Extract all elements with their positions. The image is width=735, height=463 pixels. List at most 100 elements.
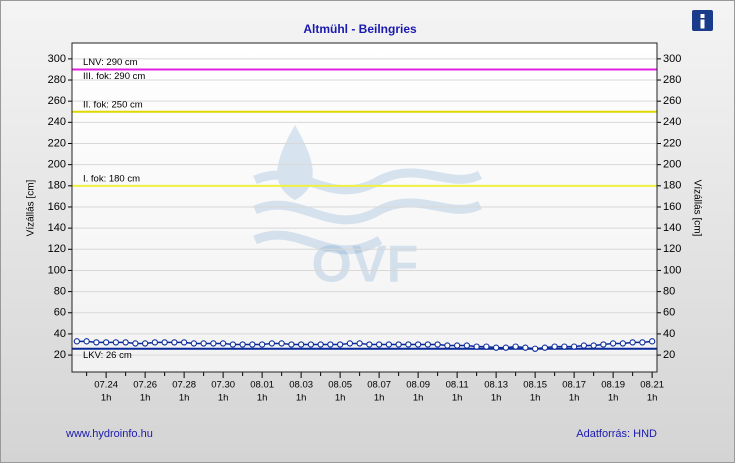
y-tick-label: 240 bbox=[48, 116, 66, 128]
y2-tick-label: 220 bbox=[663, 137, 681, 149]
data-point bbox=[502, 344, 510, 351]
x-tick-label: 08.21 bbox=[640, 380, 664, 391]
x-tick-sublabel: 1h bbox=[374, 393, 385, 404]
x-tick-label: 08.07 bbox=[367, 380, 391, 391]
data-point bbox=[414, 341, 422, 348]
data-point bbox=[327, 341, 334, 348]
y2-tick-label: 100 bbox=[663, 264, 681, 276]
data-point bbox=[395, 341, 402, 348]
x-tick-label: 08.03 bbox=[289, 380, 313, 391]
x-tick-sublabel: 1h bbox=[218, 393, 229, 404]
y-tick-label: 20 bbox=[54, 349, 66, 361]
y-tick-label: 140 bbox=[48, 222, 66, 234]
y2-tick-label: 180 bbox=[663, 180, 681, 192]
x-tick-sublabel: 1h bbox=[140, 393, 151, 404]
data-point bbox=[132, 340, 139, 347]
y-tick-label: 300 bbox=[48, 53, 66, 65]
x-tick-sublabel: 1h bbox=[257, 393, 268, 404]
data-point bbox=[375, 341, 383, 348]
x-tick-sublabel: 1h bbox=[569, 393, 580, 404]
y2-tick-label: 40 bbox=[663, 328, 675, 340]
data-point bbox=[463, 342, 471, 349]
data-point bbox=[629, 339, 636, 346]
x-tick-label: 08.19 bbox=[601, 380, 625, 391]
y-tick-label: 220 bbox=[48, 137, 66, 149]
y2-tick-label: 60 bbox=[663, 307, 675, 319]
data-point bbox=[473, 343, 480, 350]
data-point bbox=[102, 339, 110, 346]
y2-tick-label: 200 bbox=[663, 159, 681, 171]
reference-label: III. fok: 290 cm bbox=[83, 71, 145, 82]
x-tick-sublabel: 1h bbox=[452, 393, 463, 404]
x-tick-label: 08.05 bbox=[328, 380, 352, 391]
info-icon[interactable] bbox=[692, 10, 713, 31]
data-point bbox=[161, 339, 168, 346]
data-point bbox=[580, 342, 588, 349]
data-point bbox=[278, 340, 285, 347]
y-tick-label: 200 bbox=[48, 159, 66, 171]
data-point bbox=[453, 342, 461, 349]
data-point bbox=[366, 341, 373, 348]
y2-tick-label: 160 bbox=[663, 201, 681, 213]
data-point bbox=[268, 340, 276, 347]
x-tick-label: 08.11 bbox=[446, 380, 469, 391]
data-point bbox=[112, 339, 120, 346]
x-tick-label: 08.17 bbox=[562, 380, 586, 391]
x-tick-label: 08.15 bbox=[523, 380, 547, 391]
x-tick-sublabel: 1h bbox=[647, 393, 658, 404]
x-tick-sublabel: 1h bbox=[296, 393, 307, 404]
y2-tick-label: 80 bbox=[663, 286, 675, 298]
y-tick-label: 80 bbox=[54, 286, 66, 298]
data-point bbox=[288, 341, 295, 348]
data-point bbox=[249, 341, 256, 348]
data-point bbox=[200, 340, 207, 347]
reference-label: LKV: 26 cm bbox=[83, 350, 132, 361]
chart-title: Altmühl - Beilngries bbox=[303, 22, 417, 36]
y2-tick-label: 300 bbox=[663, 53, 681, 65]
data-point bbox=[619, 340, 627, 347]
data-point bbox=[570, 343, 578, 350]
data-point bbox=[444, 342, 451, 349]
plot-frame bbox=[71, 42, 658, 373]
x-tick-sublabel: 1h bbox=[608, 393, 619, 404]
data-point bbox=[590, 342, 597, 349]
data-point bbox=[258, 341, 266, 348]
data-point bbox=[73, 338, 81, 345]
footer-link[interactable]: www.hydroinfo.hu bbox=[65, 428, 153, 440]
data-point bbox=[239, 341, 246, 348]
x-tick-sublabel: 1h bbox=[335, 393, 346, 404]
data-point bbox=[336, 341, 344, 348]
y-tick-label: 60 bbox=[54, 307, 66, 319]
data-point bbox=[190, 340, 198, 347]
reference-label: II. fok: 250 cm bbox=[83, 99, 143, 110]
data-point bbox=[609, 340, 617, 347]
data-point bbox=[83, 338, 90, 345]
data-point bbox=[385, 341, 393, 348]
data-point bbox=[171, 339, 178, 346]
y-tick-label: 120 bbox=[48, 243, 66, 255]
data-point bbox=[210, 340, 217, 347]
data-point bbox=[122, 339, 129, 346]
plot-area bbox=[72, 43, 657, 372]
x-tick-sublabel: 1h bbox=[413, 393, 424, 404]
footer-source: Adatforrás: HND bbox=[576, 428, 657, 440]
y2-axis-title: Vízállás [cm] bbox=[691, 180, 702, 237]
data-point bbox=[307, 341, 315, 348]
data-point bbox=[229, 341, 237, 348]
data-point bbox=[405, 341, 412, 348]
data-point bbox=[180, 339, 188, 346]
data-point bbox=[600, 341, 607, 348]
reference-label: LNV: 290 cm bbox=[83, 57, 138, 68]
x-tick-label: 07.24 bbox=[94, 380, 118, 391]
y2-tick-label: 280 bbox=[663, 74, 681, 86]
data-point bbox=[356, 340, 363, 347]
y2-tick-label: 20 bbox=[663, 349, 675, 361]
y-tick-label: 180 bbox=[48, 180, 66, 192]
x-tick-sublabel: 1h bbox=[530, 393, 541, 404]
watermark: OVF bbox=[312, 236, 419, 294]
data-point bbox=[317, 341, 324, 348]
x-tick-label: 08.13 bbox=[484, 380, 508, 391]
x-tick-label: 07.26 bbox=[133, 380, 157, 391]
data-point bbox=[551, 343, 558, 350]
y-tick-label: 280 bbox=[48, 74, 66, 86]
